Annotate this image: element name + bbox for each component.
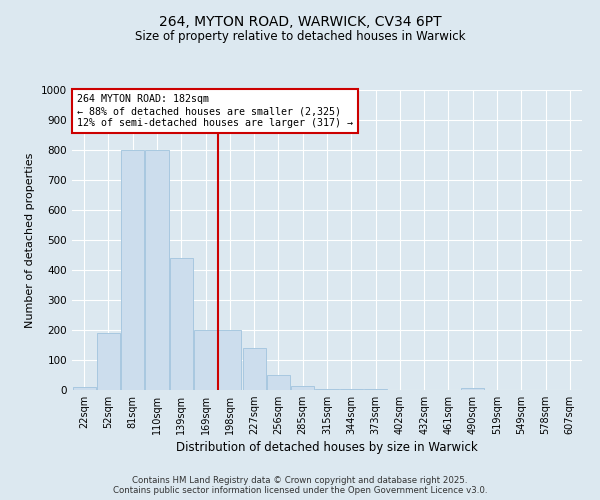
Bar	[340, 389, 363, 390]
Bar	[316, 388, 338, 390]
Text: Size of property relative to detached houses in Warwick: Size of property relative to detached ho…	[135, 30, 465, 43]
Bar	[291, 386, 314, 390]
Bar	[267, 375, 290, 390]
Bar	[121, 150, 144, 390]
Text: Contains HM Land Registry data © Crown copyright and database right 2025.
Contai: Contains HM Land Registry data © Crown c…	[113, 476, 487, 495]
Text: 264 MYTON ROAD: 182sqm
← 88% of detached houses are smaller (2,325)
12% of semi-: 264 MYTON ROAD: 182sqm ← 88% of detached…	[77, 94, 353, 128]
Bar	[97, 333, 120, 390]
Bar	[145, 150, 169, 390]
Bar	[242, 348, 266, 390]
Bar	[461, 388, 484, 390]
Text: 264, MYTON ROAD, WARWICK, CV34 6PT: 264, MYTON ROAD, WARWICK, CV34 6PT	[158, 15, 442, 29]
Bar	[73, 387, 95, 390]
Bar	[170, 258, 193, 390]
Bar	[194, 330, 217, 390]
X-axis label: Distribution of detached houses by size in Warwick: Distribution of detached houses by size …	[176, 442, 478, 454]
Y-axis label: Number of detached properties: Number of detached properties	[25, 152, 35, 328]
Bar	[218, 330, 241, 390]
